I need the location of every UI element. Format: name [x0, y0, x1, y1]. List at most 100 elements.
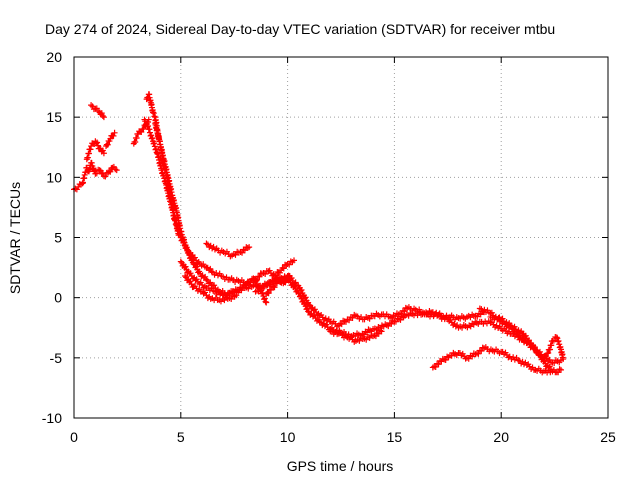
series-trace-d [103, 129, 118, 150]
data-point [177, 258, 184, 265]
x-axis-label: GPS time / hours [287, 458, 394, 474]
x-tick-label: 10 [280, 429, 296, 445]
data-point [555, 337, 562, 344]
x-tick-label: 0 [70, 429, 78, 445]
data-point [360, 331, 367, 338]
data-point [100, 150, 107, 157]
data-point [338, 321, 345, 328]
data-point [442, 357, 449, 364]
series-trace-a [71, 159, 120, 193]
data-point [302, 294, 309, 301]
data-point [536, 348, 543, 355]
data-point [187, 270, 194, 277]
y-tick-label: 10 [46, 169, 62, 185]
data-point [261, 295, 268, 302]
data-point [305, 308, 312, 315]
data-point [432, 364, 439, 371]
data-point [548, 342, 555, 349]
y-tick-label: 0 [54, 290, 62, 306]
data-point [94, 139, 101, 146]
data-point [388, 320, 395, 327]
data-point [280, 265, 287, 272]
data-point [495, 315, 502, 322]
data-point [556, 341, 563, 348]
data-point [366, 315, 373, 322]
data-point [202, 273, 209, 280]
data-point [547, 346, 554, 353]
data-point [263, 299, 270, 306]
data-point [99, 112, 106, 119]
series-trace-h [152, 120, 293, 299]
x-tick-label: 20 [493, 429, 509, 445]
data-point [496, 317, 503, 324]
data-point [133, 135, 140, 142]
series-trace-q [429, 344, 554, 376]
y-tick-label: -5 [50, 350, 63, 366]
data-point [530, 345, 537, 352]
data-point [451, 320, 458, 327]
series-trace-g [141, 116, 298, 288]
data-point [228, 296, 235, 303]
data-point [313, 317, 320, 324]
data-point [554, 338, 561, 345]
data-point [363, 329, 370, 336]
data-point [291, 283, 298, 290]
data-point [152, 146, 159, 153]
data-point [488, 309, 495, 316]
data-point [104, 141, 111, 148]
data-point [232, 251, 239, 258]
data-point [110, 132, 117, 139]
y-axis-label: SDTVAR / TECUs [7, 182, 23, 294]
data-point [554, 335, 561, 342]
data-point [524, 338, 531, 345]
data-point [512, 327, 519, 334]
data-point [556, 366, 563, 373]
data-point [233, 292, 240, 299]
data-point [392, 318, 399, 325]
data-point [243, 282, 250, 289]
data-point [235, 287, 242, 294]
data-point [149, 134, 156, 141]
data-point [311, 312, 318, 319]
data-point [138, 129, 145, 136]
data-point [297, 292, 304, 299]
data-point [132, 139, 139, 146]
data-point [153, 146, 160, 153]
data-point [478, 348, 485, 355]
data-point [286, 261, 293, 268]
data-point [534, 347, 541, 354]
data-point [494, 316, 501, 323]
data-point [93, 170, 100, 177]
series-trace-c [88, 102, 107, 121]
series-trace-b [83, 138, 107, 163]
data-points [71, 91, 567, 376]
data-point [182, 273, 189, 280]
data-point [146, 129, 153, 136]
data-point [146, 126, 153, 133]
data-point [151, 143, 158, 150]
data-point [469, 353, 476, 360]
data-point [447, 316, 454, 323]
data-point [246, 244, 253, 251]
data-point [100, 114, 107, 121]
data-point [527, 344, 534, 351]
data-point [448, 319, 455, 326]
data-point [553, 334, 560, 341]
data-point [187, 278, 194, 285]
data-point [207, 279, 214, 286]
y-tick-label: 15 [46, 109, 62, 125]
data-point [304, 305, 311, 312]
series-trace-j [182, 273, 240, 305]
series-trace-p [476, 305, 565, 366]
data-point [88, 102, 95, 109]
data-point [475, 350, 482, 357]
x-tick-label: 5 [177, 429, 185, 445]
data-point [145, 122, 152, 129]
data-point [113, 167, 120, 174]
data-point [271, 284, 278, 291]
data-point [446, 318, 453, 325]
data-point [545, 350, 552, 357]
data-point [208, 268, 215, 275]
series-trace-l [252, 273, 488, 330]
